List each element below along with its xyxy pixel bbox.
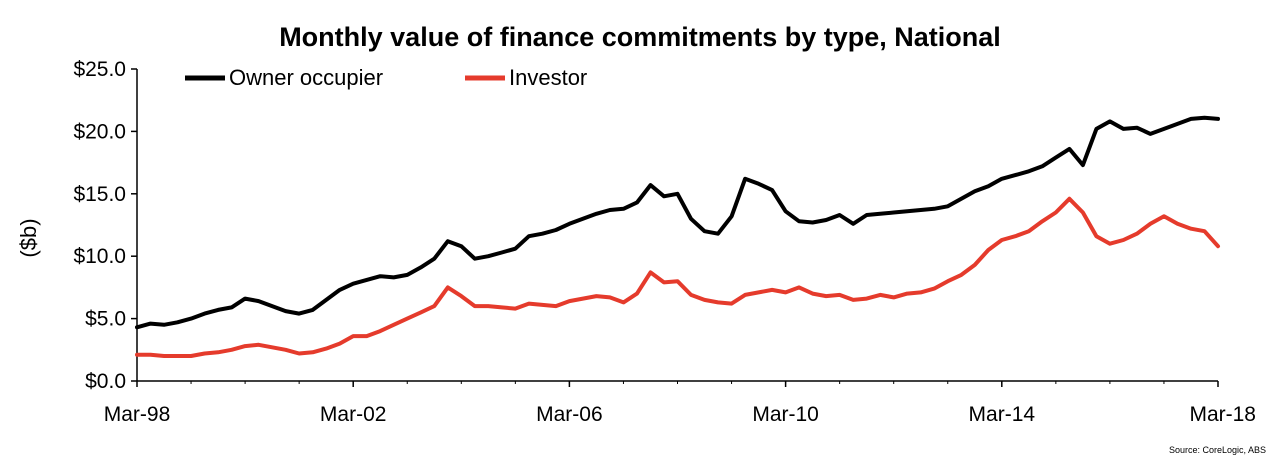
series-layer (135, 115, 1220, 358)
legend: Owner occupier Investor (185, 65, 587, 90)
x-tick-label: Mar-10 (752, 403, 819, 426)
y-axis-label: ($b) (16, 218, 41, 257)
series-line-investor (135, 196, 1220, 358)
x-tick-label: Mar-06 (536, 403, 603, 426)
legend-label: Investor (509, 65, 587, 90)
x-tick-label: Mar-18 (1189, 403, 1256, 426)
y-tick-label: $15.0 (73, 183, 126, 206)
chart-title: Monthly value of finance commitments by … (279, 22, 1001, 52)
y-tick-label: $25.0 (73, 58, 126, 81)
x-tick-label: Mar-02 (320, 403, 387, 426)
series-line-owner-occupier (135, 115, 1220, 330)
y-tick-label: $5.0 (85, 308, 126, 331)
axes: $0.0 $5.0 $10.0 $15.0 $20.0 $25.0 Mar-98 Mar-02… (73, 58, 1256, 426)
y-tick-label: $0.0 (85, 370, 126, 393)
x-tick-label: Mar-98 (104, 403, 171, 426)
y-tick-label: $20.0 (73, 120, 126, 143)
source-note: Source: CoreLogic, ABS (1169, 445, 1266, 455)
x-tick-label: Mar-14 (969, 403, 1036, 426)
legend-label: Owner occupier (229, 65, 383, 90)
y-tick-label: $10.0 (73, 245, 126, 268)
